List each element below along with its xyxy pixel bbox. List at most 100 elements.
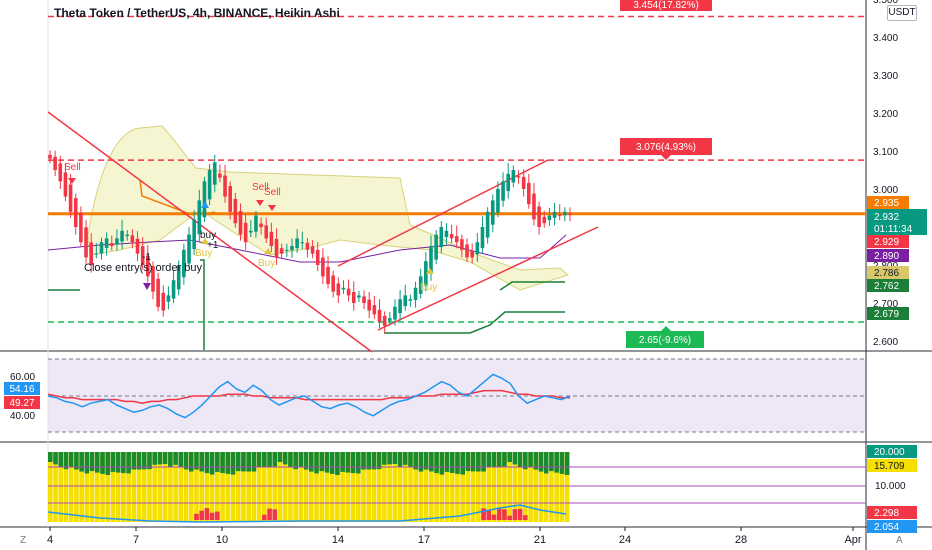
squeeze-bar bbox=[79, 452, 84, 522]
volume-bar bbox=[335, 452, 340, 475]
squeeze-bar bbox=[392, 452, 398, 522]
trend-line[interactable] bbox=[47, 111, 373, 353]
squeeze-bar bbox=[564, 452, 570, 522]
price-badge-text: 2.679 bbox=[874, 309, 899, 320]
squeeze-bar bbox=[121, 452, 126, 522]
candle-body bbox=[480, 227, 485, 249]
time-axis[interactable]: 4 7 10 14 17 21 24 28 Apr bbox=[47, 527, 862, 546]
squeeze-bar bbox=[225, 452, 231, 522]
red-volume-bar bbox=[194, 513, 199, 520]
squeeze-bar bbox=[491, 452, 497, 522]
squeeze-bar bbox=[84, 452, 90, 522]
volume-bar bbox=[225, 452, 231, 474]
squeeze-bar bbox=[204, 452, 210, 522]
squeeze-bar bbox=[141, 452, 147, 522]
squeeze-bar bbox=[136, 452, 142, 522]
red-volume-bar bbox=[262, 514, 267, 520]
volume-bar bbox=[157, 452, 163, 465]
time-label: 28 bbox=[735, 534, 747, 546]
squeeze-bar bbox=[303, 452, 309, 522]
svg-text:54.16: 54.16 bbox=[9, 384, 34, 395]
squeeze-bar bbox=[94, 452, 100, 522]
volume-bar bbox=[402, 452, 408, 465]
auto-scale-button[interactable]: A bbox=[896, 535, 903, 546]
squeeze-bar bbox=[74, 452, 79, 522]
candle-body bbox=[228, 186, 232, 212]
volume-bar bbox=[230, 452, 236, 475]
volume-bar bbox=[533, 452, 539, 470]
squeeze-bar bbox=[293, 452, 298, 522]
squeeze-bar bbox=[397, 452, 403, 522]
volume-bar bbox=[94, 452, 100, 473]
candle-body bbox=[393, 306, 397, 320]
squeeze-bar bbox=[251, 452, 257, 522]
candle-body bbox=[300, 242, 305, 244]
chart-title: Theta Token / TetherUS, 4h, BINANCE, Hei… bbox=[54, 6, 340, 20]
volume-bar bbox=[350, 452, 356, 474]
price-label: 3.100 bbox=[873, 147, 898, 158]
purple-base-line bbox=[47, 234, 567, 263]
trend-line[interactable] bbox=[377, 226, 599, 331]
candle-body bbox=[176, 265, 181, 290]
minus-one-label: -1 bbox=[142, 252, 151, 263]
squeeze-bar bbox=[194, 452, 199, 522]
volume-bar bbox=[162, 452, 168, 465]
squeeze-bar bbox=[429, 452, 434, 522]
volume-bar bbox=[512, 452, 518, 465]
volume-bar bbox=[418, 452, 424, 472]
buy-label-4: Buy bbox=[420, 282, 437, 293]
candle-body bbox=[305, 242, 310, 250]
volume-bar bbox=[188, 452, 194, 472]
countdown-text: 01:11:34 bbox=[874, 224, 913, 235]
candle-body bbox=[501, 181, 505, 201]
timezone-button[interactable]: Z bbox=[20, 535, 26, 546]
volume-bar bbox=[329, 452, 335, 474]
sell-label-2: Sell bbox=[252, 182, 269, 193]
price-badge-text: 2.935 bbox=[874, 198, 899, 209]
target-top-text: 3.454(17.82%) bbox=[633, 0, 699, 11]
candle-body bbox=[290, 246, 294, 251]
price-axis[interactable]: 3.5003.4003.3003.2003.1003.0002.9002.800… bbox=[867, 0, 927, 348]
plus-one-label: +1 bbox=[207, 240, 219, 251]
candle-body bbox=[351, 292, 356, 303]
candle-body bbox=[115, 238, 119, 245]
squeeze-bar bbox=[152, 452, 158, 522]
target-label-mid: 3.076(4.93%) bbox=[620, 138, 712, 160]
candle-body bbox=[140, 246, 145, 265]
volume-bar bbox=[319, 452, 325, 472]
volume-ma-line bbox=[47, 504, 567, 523]
currency-button[interactable]: USDT bbox=[887, 5, 917, 21]
squeeze-bar bbox=[188, 452, 194, 522]
volume-bars bbox=[47, 452, 866, 523]
rsi-line bbox=[47, 373, 571, 419]
volume-bar bbox=[517, 452, 523, 467]
buy-label-3: Buy bbox=[258, 258, 275, 269]
volume-bar bbox=[121, 452, 126, 474]
candle-body bbox=[79, 212, 83, 243]
red-volume-bar bbox=[215, 511, 220, 520]
time-label: 10 bbox=[216, 534, 228, 546]
volume-bar bbox=[382, 452, 387, 465]
squeeze-bar bbox=[496, 452, 502, 522]
squeeze-bar bbox=[340, 452, 345, 522]
volume-bar bbox=[89, 452, 95, 472]
volume-badge bbox=[867, 506, 917, 519]
volume-bar bbox=[53, 452, 58, 465]
squeeze-bar bbox=[110, 452, 116, 522]
squeeze-bar bbox=[517, 452, 523, 522]
volume-bar bbox=[209, 452, 215, 475]
buy-label-1: buy bbox=[200, 230, 216, 241]
volume-badge-text: 2.054 bbox=[874, 522, 899, 533]
volume-bar bbox=[481, 452, 486, 472]
volume-bar bbox=[538, 452, 544, 472]
volume-bar bbox=[147, 452, 152, 470]
sell-arrow bbox=[256, 200, 264, 206]
candle-body bbox=[295, 238, 299, 249]
squeeze-bar bbox=[335, 452, 340, 522]
candle-body bbox=[84, 227, 88, 258]
signal-markers bbox=[68, 178, 434, 290]
candle-body bbox=[511, 170, 516, 183]
rsi-badge-blue: 54.16 bbox=[4, 382, 40, 395]
candle-body bbox=[53, 156, 57, 170]
